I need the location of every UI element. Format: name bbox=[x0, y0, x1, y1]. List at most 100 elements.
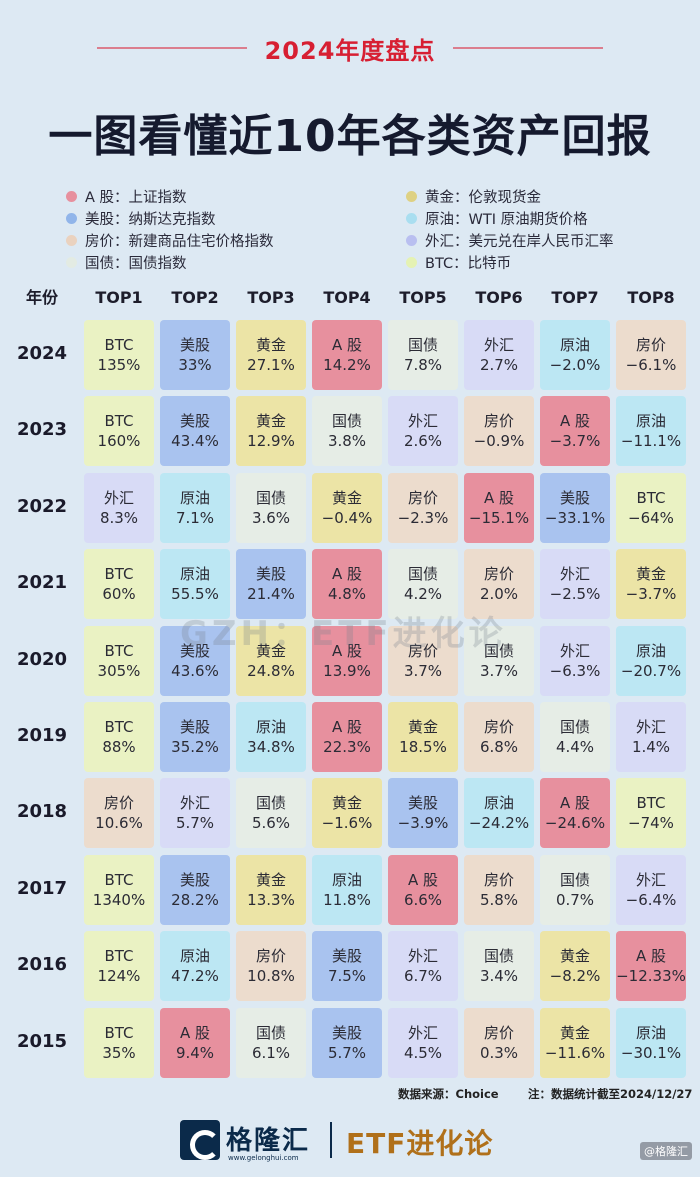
asset-cell: 美股 −33.1% bbox=[540, 472, 610, 543]
asset-name: 国债 bbox=[559, 718, 590, 736]
asset-cell: 美股 28.2% bbox=[160, 854, 230, 925]
return-value: 3.7% bbox=[479, 661, 519, 680]
return-value: 35% bbox=[102, 1043, 136, 1062]
return-value: −6.4% bbox=[625, 890, 677, 909]
column-header: TOP6 bbox=[475, 288, 523, 307]
asset-cell: 黄金 −1.6% bbox=[312, 778, 382, 849]
return-value: 43.4% bbox=[171, 432, 219, 451]
return-value: −11.6% bbox=[544, 1043, 606, 1062]
asset-name: 外汇 bbox=[407, 412, 438, 431]
return-value: −6.3% bbox=[549, 661, 601, 680]
return-value: 14.2% bbox=[323, 356, 371, 374]
asset-name: 国债 bbox=[255, 794, 286, 813]
asset-cell: 国债 4.4% bbox=[540, 702, 610, 772]
asset-cell: BTC 305% bbox=[84, 625, 154, 696]
asset-cell: 外汇 2.6% bbox=[388, 396, 458, 467]
legend-item: 房价：新建商品住宅价格指数 bbox=[66, 230, 406, 250]
asset-cell: 美股 7.5% bbox=[312, 931, 382, 1002]
asset-name: 外汇 bbox=[559, 641, 590, 660]
asset-cell: 原油 7.1% bbox=[160, 472, 230, 543]
legend-item: 外汇：美元兑在岸人民币汇率 bbox=[406, 230, 686, 250]
asset-cell: 外汇 −2.5% bbox=[540, 549, 610, 620]
asset-name: 国债 bbox=[407, 336, 438, 354]
asset-cell: 外汇 −6.4% bbox=[616, 854, 686, 925]
legend-dot-icon bbox=[66, 212, 77, 224]
asset-name: A 股 bbox=[331, 336, 363, 354]
return-value: 10.8% bbox=[247, 967, 295, 986]
return-value: 1340% bbox=[92, 890, 146, 909]
asset-name: 黄金 bbox=[255, 870, 286, 889]
asset-cell: A 股 −12.33% bbox=[616, 931, 686, 1002]
return-value: 4.4% bbox=[555, 738, 595, 756]
asset-name: BTC bbox=[636, 488, 666, 507]
asset-name: A 股 bbox=[331, 718, 363, 736]
return-value: 7.8% bbox=[403, 356, 443, 374]
asset-cell: 房价 5.8% bbox=[464, 854, 534, 925]
asset-cell: 外汇 5.7% bbox=[160, 778, 230, 849]
return-value: −11.1% bbox=[620, 432, 682, 451]
asset-name: 外汇 bbox=[635, 870, 666, 889]
asset-name: 黄金 bbox=[255, 412, 286, 431]
asset-cell: 国债 3.6% bbox=[236, 472, 306, 543]
return-value: 2.6% bbox=[403, 432, 443, 451]
asset-cell: 房价 −0.9% bbox=[464, 396, 534, 467]
return-value: 3.4% bbox=[479, 967, 519, 986]
asset-name: 国债 bbox=[407, 565, 438, 584]
column-header-row: 年份 TOP1 TOP2 TOP3 TOP4 TOP5 TOP6 TOP7 TOP8 bbox=[0, 285, 700, 311]
asset-cell: 黄金 18.5% bbox=[388, 702, 458, 772]
asset-cell: 国债 3.8% bbox=[312, 396, 382, 467]
legend-item: 原油：WTI 原油期货价格 bbox=[406, 208, 686, 228]
asset-cell: 黄金 12.9% bbox=[236, 396, 306, 467]
asset-name: 黄金 bbox=[635, 565, 666, 584]
year-label: 2018 bbox=[16, 801, 68, 823]
column-header: TOP3 bbox=[247, 288, 295, 307]
asset-name: 美股 bbox=[255, 565, 286, 584]
asset-name: 原油 bbox=[331, 870, 362, 889]
asset-name: BTC bbox=[104, 870, 134, 889]
legend-dot-icon bbox=[406, 212, 417, 224]
asset-cell: BTC 88% bbox=[84, 702, 154, 772]
return-value: 88% bbox=[102, 738, 136, 756]
asset-cell: 外汇 1.4% bbox=[616, 702, 686, 772]
legend-label: 美股：纳斯达克指数 bbox=[85, 211, 216, 228]
return-value: 12.9% bbox=[247, 432, 295, 451]
return-value: −6.1% bbox=[625, 356, 677, 374]
date-note: 注：数据统计截至2024/12/27 bbox=[528, 1087, 693, 1101]
column-header: TOP5 bbox=[399, 288, 447, 307]
legend-label: 黄金：伦敦现货金 bbox=[425, 189, 541, 206]
asset-cell: 原油 −11.1% bbox=[616, 396, 686, 467]
legend-dot-icon bbox=[406, 190, 417, 202]
asset-name: 黄金 bbox=[331, 488, 362, 507]
asset-name: 房价 bbox=[483, 565, 514, 584]
return-value: 55.5% bbox=[171, 585, 219, 604]
legend-item: 国债：国债指数 bbox=[66, 252, 406, 272]
etf-brand: ETF进化论 bbox=[346, 1127, 494, 1160]
return-value: 10.6% bbox=[95, 814, 143, 833]
asset-name: 外汇 bbox=[103, 488, 134, 507]
asset-name: BTC bbox=[104, 947, 134, 966]
column-header: TOP8 bbox=[627, 288, 675, 307]
divider-left bbox=[96, 47, 247, 49]
asset-cell: 房价 2.0% bbox=[464, 549, 534, 620]
year-label: 2022 bbox=[16, 495, 68, 517]
asset-cell: 国债 7.8% bbox=[388, 320, 458, 390]
asset-cell: 黄金 27.1% bbox=[236, 320, 306, 390]
asset-cell: 原油 −2.0% bbox=[540, 320, 610, 390]
asset-name: 国债 bbox=[255, 1023, 286, 1042]
asset-cell: 房价 6.8% bbox=[464, 702, 534, 772]
asset-name: 房价 bbox=[407, 488, 438, 507]
return-value: −0.4% bbox=[321, 508, 373, 527]
legend-label: A 股：上证指数 bbox=[85, 189, 187, 206]
asset-name: 原油 bbox=[635, 1023, 666, 1042]
year-label: 2017 bbox=[16, 877, 68, 899]
legend-label: 国债：国债指数 bbox=[85, 255, 187, 272]
return-value: −8.2% bbox=[549, 967, 601, 986]
asset-cell: 美股 −3.9% bbox=[388, 778, 458, 849]
asset-name: BTC bbox=[104, 718, 134, 736]
asset-name: 美股 bbox=[179, 870, 210, 889]
brand-name: 格隆汇 bbox=[226, 1126, 311, 1156]
return-value: −3.7% bbox=[549, 432, 601, 451]
return-value: −12.33% bbox=[616, 967, 686, 986]
return-value: 0.3% bbox=[479, 1043, 519, 1062]
column-header: TOP4 bbox=[323, 288, 371, 307]
